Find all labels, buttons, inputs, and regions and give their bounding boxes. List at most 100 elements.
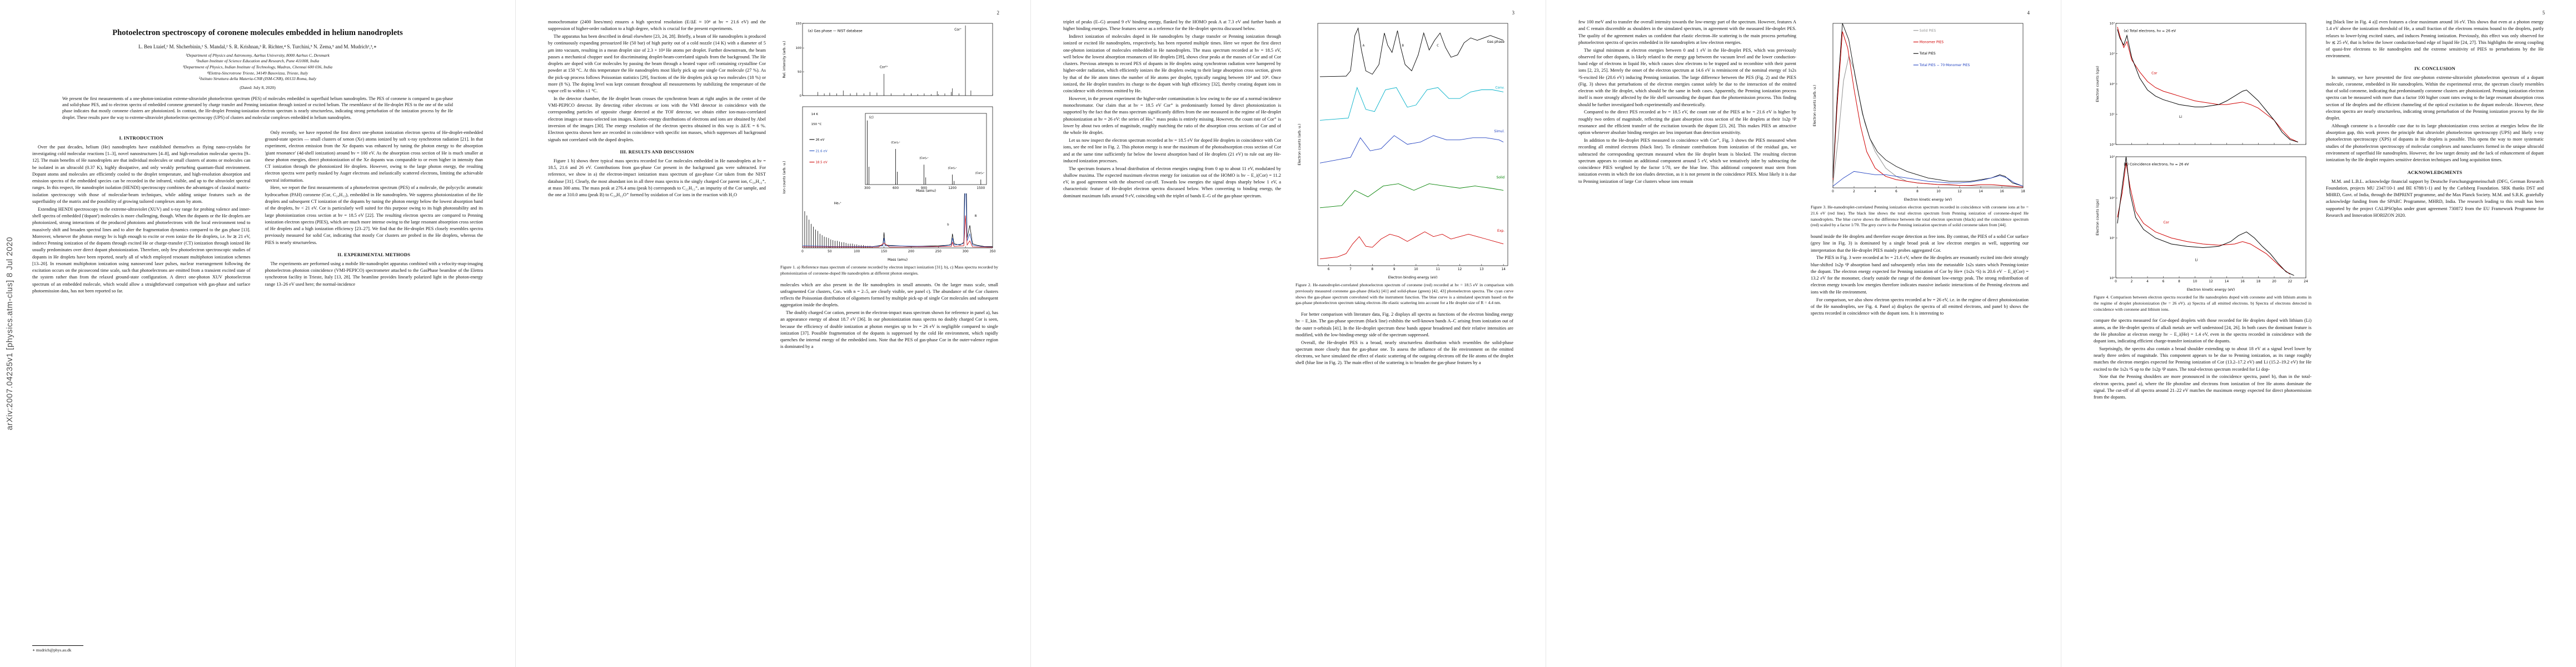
body-paragraph: ing [black line in Fig. 4 a)] even featu… [2326,19,2544,59]
page2-column-1: monochromator (2400 lines/mm) ensures a … [548,19,766,653]
figure2-chart: 6 7 8 9 10 11 12 13 14 Gas phase Conv. Simul. Solid E… [1296,19,1513,280]
body-paragraph: The experiments are performed using a mo… [265,261,484,287]
svg-text:10¹: 10¹ [2110,236,2115,240]
svg-text:Electron counts (cps): Electron counts (cps) [2096,66,2100,102]
section-heading-introduction: I. INTRODUCTION [119,135,163,141]
body-paragraph: Overall, the He-droplet PES is a broad, … [1296,340,1513,366]
body-paragraph: monochromator (2400 lines/mm) ensures a … [548,19,766,32]
figure-4: 10⁰ 10¹ 10² 10³ 10⁴ (a) Total electrons, hν =… [2094,19,2311,292]
body-paragraph: Over the past decades, helium (He) nanod… [32,144,251,204]
svg-text:200: 200 [908,250,914,253]
svg-text:18: 18 [2021,190,2025,193]
page2-column-2: 0 50 100 150 (a) Gas phase — NIST database Co… [780,19,998,653]
page4-column-1: few 100 meV and to transfer the overall … [1578,19,1796,653]
svg-text:Ion counts (arb. u.): Ion counts (arb. u.) [783,161,786,193]
svg-text:10⁴: 10⁴ [2110,22,2115,26]
svg-text:Mass (amu): Mass (amu) [888,258,908,262]
svg-text:21.6 eV: 21.6 eV [815,150,827,153]
svg-text:14: 14 [2225,280,2229,283]
svg-text:150: 150 [796,22,802,26]
body-paragraph: The PIES in Fig. 3 were recorded at hν =… [1811,255,2029,295]
svg-text:Electron kinetic energy (eV): Electron kinetic energy (eV) [1904,198,1952,202]
body-paragraph: Compared to the direct PES recorded at h… [1578,109,1796,136]
svg-text:C: C [1437,44,1439,47]
svg-text:8: 8 [1371,268,1373,271]
body-paragraph: Although coronene is a favorable case du… [2326,123,2544,163]
svg-text:10⁰: 10⁰ [2110,276,2115,280]
svg-text:900: 900 [921,187,927,190]
affiliation-3: ³Department of Physics, Indian Institute… [182,64,333,70]
page-number: 5 [2542,10,2545,16]
svg-text:10: 10 [1414,268,1418,271]
svg-text:14 K: 14 K [811,113,819,116]
page-number: 3 [1512,10,1515,16]
page-1: arXiv:2007.04235v1 [physics.atm-clus] 8 … [0,0,515,667]
svg-text:100: 100 [796,47,802,50]
svg-text:10³: 10³ [2110,52,2115,56]
svg-text:12: 12 [2209,280,2213,283]
page4-column-2: 0 2 4 6 8 10 12 14 16 18 Solid PIES Monomer PIES Tot… [1811,19,2029,653]
figure-2-caption: Figure 2. He-nanodroplet-correlated phot… [1296,282,1513,306]
body-paragraph: Indirect ionization of molecules doped i… [1063,34,1281,94]
svg-text:Total PIES − 70·Monomer PIES: Total PIES − 70·Monomer PIES [1919,63,1970,67]
svg-text:50: 50 [798,71,801,74]
svg-text:A: A [1363,44,1365,47]
body-paragraph: In summary, we have presented the first … [2326,74,2544,121]
svg-text:14: 14 [1979,190,1983,193]
footnote-email[interactable]: ∗ mudrich@phys.au.dk [32,648,72,653]
svg-text:10¹: 10¹ [2110,113,2115,117]
svg-text:(b) Coincidence electrons, hν: (b) Coincidence electrons, hν = 26 eV [2124,162,2189,166]
body-paragraph: In the detector chamber, the He droplet … [548,96,766,142]
svg-text:24: 24 [2304,280,2308,283]
svg-text:300: 300 [864,187,870,190]
svg-text:Total PIES: Total PIES [1919,52,1936,56]
svg-text:(a) Total electrons, hν = 26 e: (a) Total electrons, hν = 26 eV [2124,29,2176,33]
page5-column-2: ing [black line in Fig. 4 a)] even featu… [2326,19,2544,653]
svg-text:0: 0 [801,250,804,253]
svg-text:6: 6 [1328,268,1330,271]
svg-text:Electron counts (cps): Electron counts (cps) [2096,199,2100,235]
body-paragraph: M.M. and L.B.L. acknowledge financial su… [2326,178,2544,218]
section-heading-methods: II. EXPERIMENTAL METHODS [337,251,411,257]
svg-text:Electron binding energy (eV): Electron binding energy (eV) [1388,276,1438,280]
svg-text:Rel. intensity (arb. u.): Rel. intensity (arb. u.) [783,41,786,78]
figure1-panel-c-inset-chart: 300 600 900 1200 1500 (c) (Cor)₂⁺ (Cor)₃⁺ (Cor)₄… [861,110,990,194]
svg-text:150: 150 [881,250,887,253]
figure4-panel-a-chart: 10⁰ 10¹ 10² 10³ 10⁴ (a) Total electrons, hν =… [2094,19,2311,152]
figure3-chart: 0 2 4 6 8 10 12 14 16 18 Solid PIES Monomer PIES Tot… [1811,19,2029,202]
svg-text:350: 350 [989,250,995,253]
body-paragraph: bound inside the He droplets and therefo… [1811,234,2029,253]
svg-text:(c): (c) [869,116,874,120]
svg-text:Conv.: Conv. [1495,86,1504,90]
body-paragraph: For comparison, we also show electron sp… [1811,297,2029,316]
svg-text:(a) Gas phase — NIST database: (a) Gas phase — NIST database [808,29,863,33]
svg-text:(Cor)₃⁺: (Cor)₃⁺ [919,157,929,160]
page1-column-2: Only recently, we have reported the firs… [265,130,484,653]
svg-text:18: 18 [2256,280,2261,283]
body-paragraph: compare the spectra measured for Cor-dop… [2094,318,2311,344]
body-paragraph: Extending HENDI spectroscopy to the extr… [32,206,251,293]
svg-text:7: 7 [1349,268,1352,271]
svg-text:20: 20 [2272,280,2276,283]
svg-text:0: 0 [2115,280,2117,283]
svg-text:10⁰: 10⁰ [2110,143,2115,147]
body-paragraph: Let us now inspect the electron spectrum… [1063,138,1281,163]
page-number: 4 [2027,10,2030,16]
page-number: 2 [996,10,1000,16]
affiliation-2: ²Indian Institute of Science Education a… [196,58,320,64]
page-3: 3 triplet of peaks (E–G) around 9 eV bin… [1030,0,1546,667]
svg-text:250: 250 [935,250,941,253]
svg-text:Cor²⁺: Cor²⁺ [880,66,888,69]
svg-text:b: b [947,223,949,226]
body-paragraph: Surprisingly, the spectra also contain a… [2094,346,2311,372]
body-paragraph: For better comparison with literature da… [1296,312,1513,337]
body-paragraph: triplet of peaks (E–G) around 9 eV bindi… [1063,19,1281,32]
figure4-panel-b-chart: 0 2 4 6 8 10 12 14 16 18 20 22 24 10⁰ 10¹ 10² 10³ (b) Coi… [2094,152,2311,292]
front-matter: Photoelectron spectroscopy of coronene m… [32,19,483,127]
svg-text:B: B [975,215,977,218]
svg-text:13: 13 [1479,268,1484,271]
svg-text:6: 6 [1895,190,1897,193]
figure-2: 6 7 8 9 10 11 12 13 14 Gas phase Conv. Simul. Solid E… [1296,19,1513,280]
svg-text:4: 4 [1874,190,1876,193]
body-paragraph: The signal minimum at electron energies … [1578,47,1796,107]
